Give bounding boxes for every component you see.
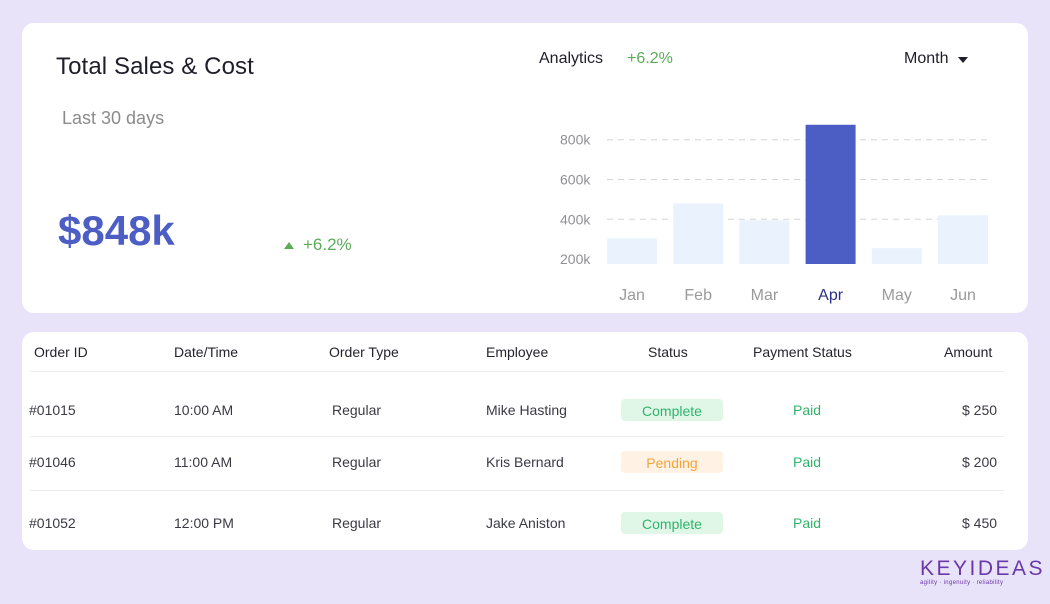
bar-jan[interactable] — [607, 238, 657, 264]
y-tick-label: 800k — [560, 132, 591, 148]
x-tick-label: May — [882, 287, 912, 304]
table-row[interactable]: #01015 10:00 AM Regular Mike Hasting Com… — [22, 399, 1028, 424]
row-divider — [30, 436, 1004, 437]
payment-status: Paid — [793, 454, 822, 470]
table-row[interactable]: #01052 12:00 PM Regular Jake Aniston Com… — [22, 512, 1028, 537]
col-order-type: Order Type — [329, 344, 399, 360]
col-employee: Employee — [486, 344, 549, 360]
payment-status: Paid — [793, 515, 822, 531]
bar-jun[interactable] — [938, 215, 988, 264]
row-divider — [30, 490, 1004, 491]
y-tick-label: 400k — [560, 211, 591, 227]
order-type: Regular — [332, 454, 382, 470]
brand-logo: KEYIDEAS agility · ingenuity · reliabili… — [920, 557, 1045, 586]
trend-up-icon — [284, 241, 294, 249]
employee-name: Jake Aniston — [486, 515, 566, 531]
x-tick-label: Feb — [684, 287, 712, 304]
summary-title: Total Sales & Cost — [56, 53, 254, 80]
order-time: 12:00 PM — [174, 515, 234, 531]
col-payment-status: Payment Status — [753, 344, 852, 360]
col-status: Status — [648, 344, 688, 360]
analytics-label: Analytics — [539, 50, 604, 67]
order-id: #01015 — [29, 402, 76, 418]
order-id: #01052 — [29, 515, 76, 531]
brand-name: KEYIDEAS — [920, 557, 1046, 580]
order-amount: $ 250 — [962, 402, 998, 418]
order-time: 11:00 AM — [174, 454, 233, 470]
header-divider — [30, 371, 1004, 372]
order-type: Regular — [332, 515, 382, 531]
summary-change-value: +6.2% — [303, 235, 352, 254]
summary-period: Last 30 days — [62, 108, 165, 128]
bar-mar[interactable] — [739, 220, 790, 264]
status-badge: Complete — [621, 399, 723, 421]
bar-feb[interactable] — [673, 203, 724, 264]
order-id: #01046 — [29, 454, 76, 470]
y-tick-label: 600k — [560, 172, 591, 188]
period-dropdown-value: Month — [904, 50, 949, 67]
col-date-time: Date/Time — [174, 344, 239, 360]
y-tick-label: 200k — [560, 251, 591, 267]
summary-change: +6.2% — [284, 235, 352, 255]
order-amount: $ 450 — [962, 515, 998, 531]
bar-apr[interactable] — [805, 124, 856, 265]
total-sales-value: $848k — [58, 207, 175, 254]
col-order-id: Order ID — [34, 344, 88, 360]
payment-status: Paid — [793, 402, 822, 418]
table-header: Order ID Date/Time Order Type Employee S… — [22, 344, 1028, 364]
x-tick-label: Jun — [950, 287, 976, 304]
orders-table: Order ID Date/Time Order Type Employee S… — [22, 332, 1028, 550]
status-badge: Pending — [621, 451, 723, 473]
caret-down-icon — [958, 57, 969, 63]
order-time: 10:00 AM — [174, 402, 234, 418]
analytics-bar-chart: 800k 600k 400k 200k Jan Feb Mar Apr May Jun — [560, 124, 988, 304]
x-tick-label: Apr — [818, 287, 844, 304]
employee-name: Kris Bernard — [486, 454, 564, 470]
order-amount: $ 200 — [962, 454, 998, 470]
brand-tagline: agility · ingenuity · reliability — [920, 580, 1004, 586]
analytics-change: +6.2% — [627, 50, 673, 67]
table-row[interactable]: #01046 11:00 AM Regular Kris Bernard Pen… — [22, 451, 1028, 476]
col-amount: Amount — [944, 344, 993, 360]
status-badge: Complete — [621, 512, 723, 534]
sales-summary-card: Total Sales & Cost Last 30 days $848k +6… — [22, 23, 1028, 313]
x-tick-label: Mar — [751, 287, 779, 304]
bar-may[interactable] — [871, 248, 922, 264]
employee-name: Mike Hasting — [486, 402, 567, 418]
order-type: Regular — [332, 402, 382, 418]
x-tick-label: Jan — [619, 287, 645, 304]
period-dropdown[interactable]: Month — [904, 50, 969, 68]
